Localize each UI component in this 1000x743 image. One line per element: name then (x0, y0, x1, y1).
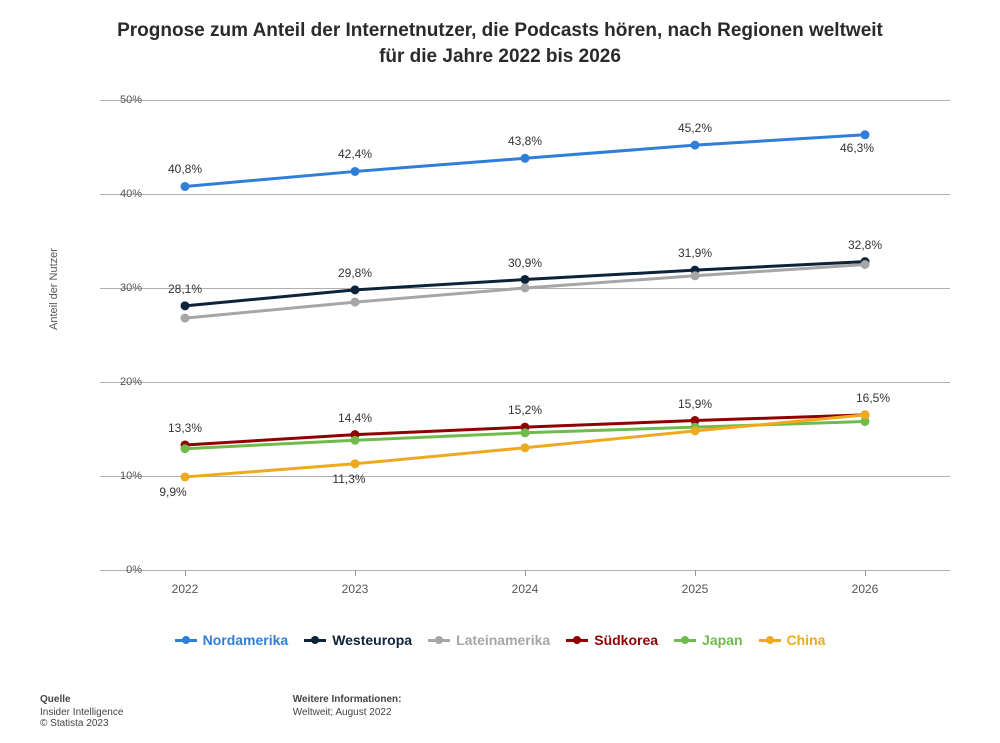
legend-label: Südkorea (594, 632, 658, 648)
x-tick-label: 2022 (172, 582, 199, 596)
x-tick-label: 2026 (852, 582, 879, 596)
more-info-text: Weltweit; August 2022 (293, 707, 392, 718)
legend-label: Lateinamerika (456, 632, 550, 648)
data-label: 46,3% (840, 141, 874, 155)
data-label: 42,4% (338, 147, 372, 161)
legend-item: Lateinamerika (428, 632, 550, 648)
series-marker (861, 130, 870, 139)
series-marker (181, 182, 190, 191)
legend-label: Nordamerika (203, 632, 289, 648)
data-label: 16,5% (856, 391, 890, 405)
x-tick (525, 570, 526, 576)
x-tick (865, 570, 866, 576)
y-axis-label: Anteil der Nutzer (48, 248, 60, 330)
data-label: 40,8% (168, 162, 202, 176)
series-marker (691, 141, 700, 150)
x-tick-label: 2023 (342, 582, 369, 596)
footer: Quelle Insider Intelligence © Statista 2… (40, 694, 960, 729)
series-marker (521, 275, 530, 284)
data-label: 30,9% (508, 256, 542, 270)
x-tick-label: 2025 (682, 582, 709, 596)
legend-label: Japan (702, 632, 742, 648)
chart-title: Prognose zum Anteil der Internetnutzer, … (0, 0, 1000, 69)
legend-swatch (759, 635, 781, 645)
legend: Nordamerika Westeuropa Lateinamerika Südkor… (0, 632, 1000, 648)
data-label: 29,8% (338, 266, 372, 280)
series-marker (521, 443, 530, 452)
more-info-heading: Weitere Informationen: (293, 694, 402, 705)
legend-swatch (674, 635, 696, 645)
legend-item: Westeuropa (304, 632, 412, 648)
series-marker (181, 314, 190, 323)
data-label: 32,8% (848, 238, 882, 252)
legend-swatch (304, 635, 326, 645)
source-text: Insider Intelligence (40, 707, 123, 718)
legend-label: Westeuropa (332, 632, 412, 648)
data-label: 13,3% (168, 421, 202, 435)
legend-item: Nordamerika (175, 632, 289, 648)
series-marker (181, 472, 190, 481)
line-chart (100, 100, 950, 570)
legend-item: Japan (674, 632, 742, 648)
series-marker (351, 167, 360, 176)
x-tick (355, 570, 356, 576)
series-marker (521, 428, 530, 437)
data-label: 9,9% (159, 485, 186, 499)
source-heading: Quelle (40, 694, 290, 705)
data-label: 45,2% (678, 121, 712, 135)
data-label: 28,1% (168, 282, 202, 296)
data-label: 11,3% (332, 472, 365, 486)
series-marker (181, 301, 190, 310)
legend-swatch (175, 635, 197, 645)
chart-title-line2: für die Jahre 2022 bis 2026 (0, 44, 1000, 70)
series-marker (351, 298, 360, 307)
series-marker (181, 444, 190, 453)
legend-swatch (428, 635, 450, 645)
series-marker (351, 436, 360, 445)
chart-title-line1: Prognose zum Anteil der Internetnutzer, … (0, 18, 1000, 44)
series-marker (521, 154, 530, 163)
series-marker (351, 285, 360, 294)
legend-item: Südkorea (566, 632, 658, 648)
data-label: 15,2% (508, 403, 542, 417)
series-marker (351, 459, 360, 468)
series-marker (691, 271, 700, 280)
legend-label: China (787, 632, 826, 648)
legend-item: China (759, 632, 826, 648)
x-tick-label: 2024 (512, 582, 539, 596)
x-tick (185, 570, 186, 576)
series-marker (691, 426, 700, 435)
series-marker (861, 410, 870, 419)
data-label: 15,9% (678, 397, 712, 411)
data-label: 31,9% (678, 246, 712, 260)
series-marker (521, 284, 530, 293)
copyright-text: © Statista 2023 (40, 718, 109, 729)
series-marker (861, 260, 870, 269)
x-tick (695, 570, 696, 576)
data-label: 43,8% (508, 134, 542, 148)
legend-swatch (566, 635, 588, 645)
data-label: 14,4% (338, 411, 372, 425)
